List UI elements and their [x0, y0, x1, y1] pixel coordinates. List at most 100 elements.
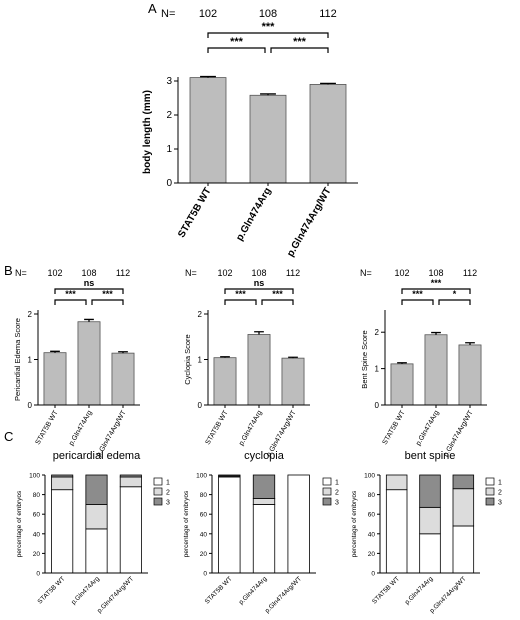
bar	[43, 352, 67, 406]
significance-label: ***	[102, 289, 113, 299]
significance-bracket	[401, 288, 471, 294]
y-tick-label: 80	[368, 492, 376, 499]
y-tick-label: 2	[375, 328, 380, 337]
significance-bracket	[207, 32, 329, 38]
y-tick-label: 1	[166, 144, 172, 155]
significance-bracket	[401, 299, 434, 305]
y-tick-label: 0	[371, 571, 375, 578]
legend-label: 3	[166, 500, 170, 507]
significance-bracket	[224, 299, 257, 305]
x-category-label: p.Gln474Arg	[238, 575, 269, 606]
stacked-segment	[51, 474, 74, 478]
y-tick-label: 80	[200, 492, 208, 499]
x-category-label: STAT5B WT	[35, 409, 61, 446]
stacked-segment	[252, 503, 276, 574]
legend-label: 2	[166, 490, 170, 497]
y-tick-label: 100	[364, 473, 375, 480]
stacked-segment	[419, 533, 441, 574]
legend-swatch	[322, 487, 332, 496]
stacked-segment	[452, 488, 475, 527]
x-category-label: p.Gln474Arg/WT	[96, 575, 135, 614]
error-bar	[254, 331, 264, 335]
panel-title: cyclopia	[244, 450, 285, 462]
panel-title: bent spine	[405, 450, 456, 462]
n-value: 108	[428, 268, 443, 278]
stacked-segment	[452, 525, 475, 574]
significance-bracket	[91, 299, 124, 305]
y-axis-label: percentage of embryos	[16, 490, 23, 557]
y-tick-label: 0	[36, 571, 40, 578]
bar	[390, 363, 414, 406]
x-category-label: STAT5B WT	[176, 186, 213, 240]
n-value: 112	[116, 268, 130, 278]
legend-swatch	[153, 497, 163, 506]
n-label: N=	[185, 268, 197, 278]
y-tick-label: 2	[28, 310, 33, 319]
y-tick-label: 0	[28, 401, 33, 410]
y-axis-label: body length (mm)	[142, 90, 153, 174]
y-axis-label: Bent Spine Score	[360, 330, 369, 388]
stacked-segment	[252, 498, 276, 505]
stacked-segment	[419, 506, 441, 535]
y-tick-label: 0	[198, 401, 203, 410]
legend-swatch	[485, 487, 495, 496]
y-tick-label: 60	[368, 512, 376, 519]
panel-label-a: A	[148, 1, 157, 16]
panel-label-b: B	[4, 263, 13, 278]
x-category-label: p.Gln474Arg/WT	[285, 186, 333, 259]
bar	[249, 94, 287, 184]
n-value: 108	[259, 8, 277, 20]
stacked-segment	[385, 489, 408, 574]
significance-label: ***	[412, 289, 423, 299]
stacked-segment	[85, 503, 108, 530]
y-tick-label: 2	[166, 110, 172, 121]
legend-swatch	[322, 497, 332, 506]
significance-label: *	[453, 289, 457, 299]
x-category-label: STAT5B WT	[371, 575, 401, 605]
x-category-label: p.Gln474Arg	[415, 409, 441, 447]
significance-label: ***	[230, 36, 244, 48]
n-label: N=	[360, 268, 372, 278]
y-axis-label: percentage of embryos	[183, 490, 190, 557]
significance-label: ***	[65, 289, 76, 299]
legend-swatch	[485, 497, 495, 506]
y-tick-label: 100	[29, 473, 40, 480]
y-tick-label: 40	[200, 531, 208, 538]
y-tick-label: 20	[368, 551, 376, 558]
significance-bracket	[261, 299, 294, 305]
x-category-label: p.Gln474Arg	[234, 186, 273, 243]
stacked-segment	[452, 474, 475, 490]
y-tick-label: 60	[33, 512, 41, 519]
n-value: 108	[251, 268, 266, 278]
x-category-label: p.Gln474Arg	[68, 409, 94, 447]
significance-label: ***	[262, 21, 276, 33]
y-tick-label: 1	[198, 356, 203, 365]
legend-label: 2	[335, 490, 339, 497]
stacked-segment	[287, 474, 310, 574]
error-bar	[84, 318, 94, 322]
stacked-segment	[385, 474, 408, 491]
y-tick-label: 3	[166, 76, 172, 87]
n-label: N=	[15, 268, 27, 278]
panel-b-cyclopia: N= 102 108 112 ns *** *** 0 1 2 STAT5B WT p.Gln474A…	[183, 268, 310, 458]
bar	[213, 357, 237, 406]
significance-bracket	[54, 288, 124, 294]
legend-label: 1	[335, 480, 339, 487]
y-tick-label: 1	[28, 356, 33, 365]
y-axis-label: Cyclopia Score	[183, 334, 192, 384]
stacked-segment	[252, 474, 276, 499]
panel-label-c: C	[4, 429, 13, 444]
legend-swatch	[485, 477, 495, 486]
significance-bracket	[207, 47, 266, 53]
stacked-segment	[419, 474, 441, 508]
stacked-segment	[85, 528, 108, 574]
n-value: 102	[199, 8, 217, 20]
panel-b-pericardial-edema: N= 102 108 112 ns *** *** 0 1 2 STAT5B WT p.Gln474A…	[13, 268, 140, 458]
x-category-label: STAT5B WT	[382, 409, 408, 446]
n-value: 108	[81, 268, 96, 278]
y-tick-label: 20	[33, 551, 41, 558]
stacked-segment	[218, 474, 241, 477]
x-category-label: STAT5B WT	[37, 575, 67, 605]
